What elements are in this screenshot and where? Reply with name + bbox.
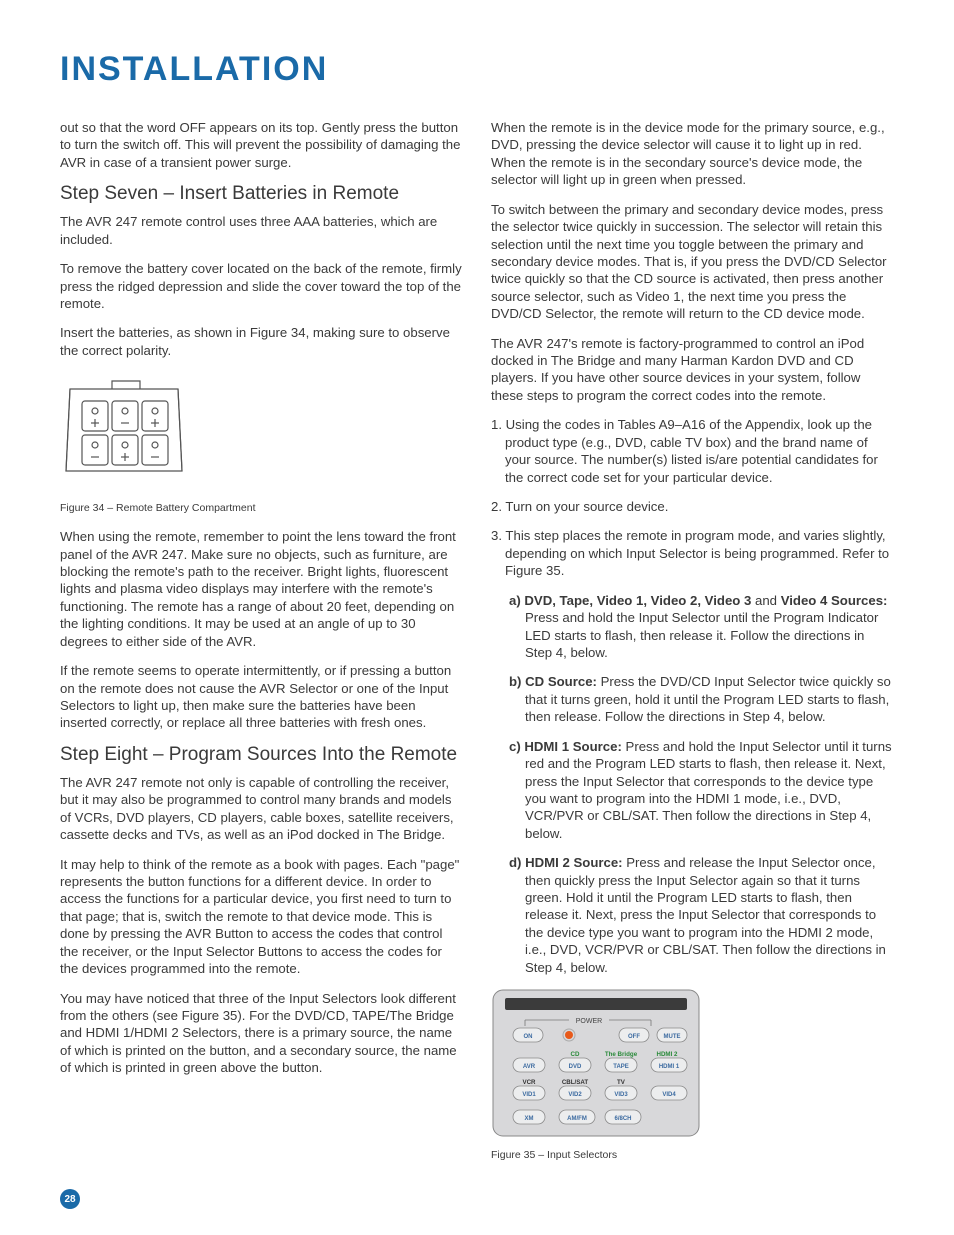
left-p6: If the remote seems to operate intermitt… bbox=[60, 662, 463, 732]
left-p7: The AVR 247 remote not only is capable o… bbox=[60, 774, 463, 844]
content-columns: out so that the word OFF appears on its … bbox=[60, 119, 894, 1175]
remote-row2top-0: VCR bbox=[522, 1079, 536, 1086]
heading-step-seven: Step Seven – Insert Batteries in Remote bbox=[60, 183, 463, 205]
figure-35-remote: POWER ON OFF MUTE CD The Bridge HDMI 2 A… bbox=[491, 988, 894, 1143]
remote-row3: XM AM/FM 6/8CH bbox=[513, 1110, 641, 1124]
left-column: out so that the word OFF appears on its … bbox=[60, 119, 463, 1175]
left-p3: To remove the battery cover located on t… bbox=[60, 260, 463, 312]
list-item-3: 3. This step places the remote in progra… bbox=[491, 527, 894, 579]
sub-c-lead: c) HDMI 1 Source: bbox=[509, 739, 622, 754]
heading-step-eight: Step Eight – Program Sources Into the Re… bbox=[60, 744, 463, 766]
left-p9: You may have noticed that three of the I… bbox=[60, 990, 463, 1077]
remote-row1top-2: The Bridge bbox=[605, 1051, 638, 1058]
sub-a-lead: a) DVD, Tape, Video 1, Video 2, Video 3 bbox=[509, 593, 751, 608]
svg-text:VID1: VID1 bbox=[522, 1092, 536, 1098]
sub-item-d: d) HDMI 2 Source: Press and release the … bbox=[491, 854, 894, 976]
svg-text:VID4: VID4 bbox=[662, 1092, 676, 1098]
list-item-1: 1. Using the codes in Tables A9–A16 of t… bbox=[491, 416, 894, 486]
sub-d-rest: Press and release the Input Selector onc… bbox=[525, 855, 886, 975]
left-p4: Insert the batteries, as shown in Figure… bbox=[60, 324, 463, 359]
page-number: 28 bbox=[64, 1194, 75, 1205]
figure-34-battery bbox=[60, 371, 463, 496]
remote-off-button-label: OFF bbox=[628, 1034, 640, 1040]
sub-a-rest: Press and hold the Input Selector until … bbox=[525, 610, 878, 660]
right-p2: To switch between the primary and second… bbox=[491, 201, 894, 323]
page-number-badge: 28 bbox=[60, 1189, 80, 1209]
svg-text:AM/FM: AM/FM bbox=[567, 1116, 587, 1122]
figure-34-caption: Figure 34 – Remote Battery Compartment bbox=[60, 502, 463, 514]
list-item-2: 2. Turn on your source device. bbox=[491, 498, 894, 515]
left-p2: The AVR 247 remote control uses three AA… bbox=[60, 213, 463, 248]
remote-on-button-label: ON bbox=[524, 1034, 533, 1040]
svg-text:XM: XM bbox=[525, 1116, 534, 1122]
sub-item-a: a) DVD, Tape, Video 1, Video 2, Video 3 … bbox=[491, 592, 894, 662]
remote-row2top-1: CBL/SAT bbox=[562, 1079, 589, 1086]
svg-text:6/8CH: 6/8CH bbox=[614, 1116, 631, 1122]
right-p1: When the remote is in the device mode fo… bbox=[491, 119, 894, 189]
left-p1: out so that the word OFF appears on its … bbox=[60, 119, 463, 171]
remote-row2top-2: TV bbox=[617, 1079, 626, 1086]
right-column: When the remote is in the device mode fo… bbox=[491, 119, 894, 1175]
svg-text:AVR: AVR bbox=[523, 1064, 536, 1070]
figure-35-caption: Figure 35 – Input Selectors bbox=[491, 1149, 894, 1161]
svg-text:HDMI 1: HDMI 1 bbox=[659, 1064, 680, 1070]
sub-a-and: and bbox=[751, 593, 780, 608]
remote-mute-button-label: MUTE bbox=[664, 1034, 681, 1040]
sub-item-c: c) HDMI 1 Source: Press and hold the Inp… bbox=[491, 738, 894, 843]
remote-power-label: POWER bbox=[576, 1018, 602, 1025]
sub-item-b: b) CD Source: Press the DVD/CD Input Sel… bbox=[491, 673, 894, 725]
svg-text:TAPE: TAPE bbox=[613, 1064, 629, 1070]
page-title: INSTALLATION bbox=[60, 50, 894, 89]
right-p3: The AVR 247's remote is factory-programm… bbox=[491, 335, 894, 405]
left-p8: It may help to think of the remote as a … bbox=[60, 856, 463, 978]
remote-row1top-1: CD bbox=[571, 1051, 580, 1058]
svg-text:VID3: VID3 bbox=[614, 1092, 628, 1098]
sub-d-lead: d) HDMI 2 Source: bbox=[509, 855, 623, 870]
svg-text:VID2: VID2 bbox=[568, 1092, 582, 1098]
left-p5: When using the remote, remember to point… bbox=[60, 528, 463, 650]
sub-a-bold2: Video 4 Sources: bbox=[781, 593, 888, 608]
remote-row1top-3: HDMI 2 bbox=[657, 1051, 679, 1058]
svg-text:DVD: DVD bbox=[569, 1064, 582, 1070]
sub-b-lead: b) CD Source: bbox=[509, 674, 597, 689]
